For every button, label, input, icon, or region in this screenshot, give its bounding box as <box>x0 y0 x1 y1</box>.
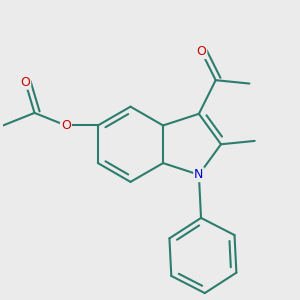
Text: O: O <box>20 76 30 89</box>
Text: O: O <box>61 119 71 132</box>
Text: O: O <box>196 45 206 58</box>
Text: N: N <box>194 168 204 181</box>
